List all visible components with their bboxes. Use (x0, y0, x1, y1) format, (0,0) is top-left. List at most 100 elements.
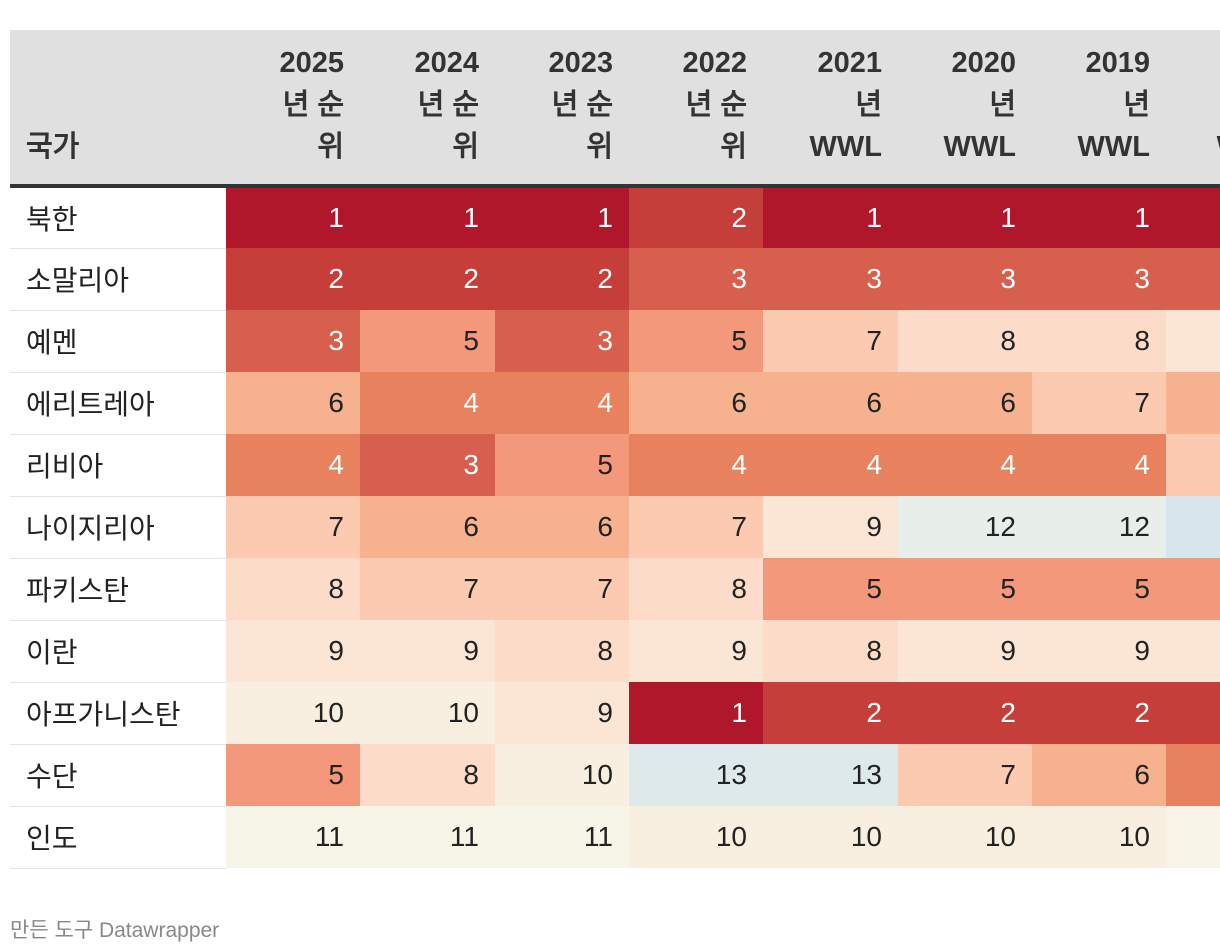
rank-cell: 11 (226, 806, 360, 868)
rank-cell (1166, 620, 1220, 682)
column-header-line: 위 (317, 131, 344, 163)
rank-cell (1166, 248, 1220, 310)
rank-cell (1166, 434, 1220, 496)
country-cell: 소말리아 (10, 248, 226, 311)
column-header-line: 국가 (26, 131, 80, 163)
rank-cell: 4 (360, 372, 495, 434)
rank-cell: 7 (629, 496, 763, 558)
rank-cell: 5 (629, 310, 763, 372)
rank-cell: 1 (763, 186, 898, 248)
rank-cell (1166, 186, 1220, 248)
country-cell: 북한 (10, 186, 226, 249)
rank-cell: 4 (763, 434, 898, 496)
rank-cell: 1 (360, 186, 495, 248)
rank-cell (1166, 744, 1220, 806)
rank-cell: 4 (898, 434, 1032, 496)
rank-cell: 9 (898, 620, 1032, 682)
rank-cell: 1 (898, 186, 1032, 248)
rank-cell: 13 (763, 744, 898, 806)
rank-cell: 8 (898, 310, 1032, 372)
rank-cell: 6 (629, 372, 763, 434)
rank-cell: 6 (763, 372, 898, 434)
rank-cell: 9 (495, 682, 629, 744)
column-header-line: 2020 (951, 47, 1016, 79)
column-header-line: 위 (720, 131, 747, 163)
rank-cell: 8 (629, 558, 763, 620)
rank-cell: 1 (495, 186, 629, 248)
rank-cell: 3 (226, 310, 360, 372)
rank-cell: 9 (1032, 620, 1166, 682)
rank-cell: 6 (226, 372, 360, 434)
column-header-line: 2022 (682, 47, 747, 79)
rank-cell: 3 (898, 248, 1032, 310)
rank-cell: 4 (629, 434, 763, 496)
country-cell: 예멘 (10, 310, 226, 373)
rank-cell: 10 (763, 806, 898, 868)
column-header-line: 년 (989, 89, 1016, 121)
rank-cell: 4 (495, 372, 629, 434)
rank-cell: 6 (360, 496, 495, 558)
rank-cell: 6 (495, 496, 629, 558)
column-header-line: 년 (1123, 89, 1150, 121)
rank-cell: 9 (360, 620, 495, 682)
country-cell: 에리트레아 (10, 372, 226, 435)
country-cell: 파키스탄 (10, 558, 226, 621)
table-body: 북한 1 1 1 2 1 1 1 소말리아 2 2 2 3 3 3 3 예멘 3 5 3 5 7 8 8 에리트레아 6 4 4 6 6 6… (10, 186, 1220, 869)
rank-cell (1166, 310, 1220, 372)
country-cell: 리비아 (10, 434, 226, 497)
column-header-line: 2 (1182, 42, 1220, 84)
column-header-line: 2023 (548, 47, 613, 79)
rank-cell: 1 (226, 186, 360, 248)
rank-cell (1166, 806, 1220, 868)
country-cell: 수단 (10, 744, 226, 807)
table-row: 리비아 4 3 5 4 4 4 4 (10, 434, 1220, 497)
rank-cell: 11 (495, 806, 629, 868)
column-header-line: 위 (586, 131, 613, 163)
column-header-line: WWL (943, 131, 1016, 163)
country-cell: 이란 (10, 620, 226, 683)
table-row: 에리트레아 6 4 4 6 6 6 7 (10, 372, 1220, 435)
rank-cell: 8 (763, 620, 898, 682)
rank-cell: 8 (1032, 310, 1166, 372)
rank-cell: 1 (629, 682, 763, 744)
rank-cell: 6 (898, 372, 1032, 434)
table-row: 소말리아 2 2 2 3 3 3 3 (10, 248, 1220, 311)
ranking-table-wrapper: 국가 2025 년 순 위 2024 년 순 위 2023 년 순 위 2022 년 순 위 2021 년 W… (10, 30, 1220, 869)
rank-cell: 7 (495, 558, 629, 620)
rank-cell: 10 (1032, 806, 1166, 868)
table-row: 파키스탄 8 7 7 8 5 5 5 (10, 558, 1220, 621)
rank-cell: 12 (898, 496, 1032, 558)
column-header-line: 2025 (279, 47, 344, 79)
rank-cell: 9 (226, 620, 360, 682)
rank-cell: 2 (226, 248, 360, 310)
rank-cell: 9 (763, 496, 898, 558)
rank-cell: 7 (226, 496, 360, 558)
rank-cell: 3 (1032, 248, 1166, 310)
credit-footer: 만든 도구 Datawrapper (10, 919, 220, 942)
column-header-line: 2019 (1085, 47, 1150, 79)
column-header-country[interactable]: 국가 (10, 30, 226, 188)
table-row: 수단 5 8 10 13 13 7 6 (10, 744, 1220, 807)
rank-cell (1166, 496, 1220, 558)
table-row: 나이지리아 7 6 6 7 9 12 12 (10, 496, 1220, 559)
rank-cell: 3 (360, 434, 495, 496)
rank-cell: 6 (1032, 744, 1166, 806)
rank-cell: 5 (898, 558, 1032, 620)
rank-cell: 2 (898, 682, 1032, 744)
rank-cell: 8 (495, 620, 629, 682)
column-header-7[interactable]: 2019 년 WWL (1032, 30, 1166, 188)
column-header-5[interactable]: 2021 년 WWL (763, 30, 898, 188)
rank-cell: 3 (763, 248, 898, 310)
column-header-6[interactable]: 2020 년 WWL (898, 30, 1032, 188)
column-header-line: 년 순 (282, 89, 344, 121)
country-cell: 나이지리아 (10, 496, 226, 559)
column-header-line: WWL (1077, 131, 1150, 163)
country-cell: 인도 (10, 806, 226, 869)
column-header-8[interactable]: 2 W (1166, 30, 1220, 188)
rank-cell: 12 (1032, 496, 1166, 558)
column-header-line: 년 순 (417, 89, 479, 121)
